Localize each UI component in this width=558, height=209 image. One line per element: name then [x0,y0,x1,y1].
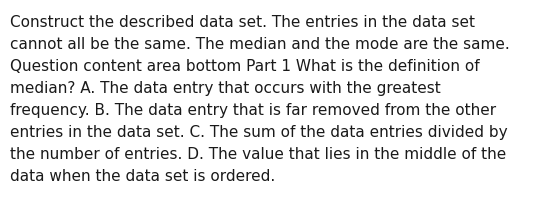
Text: frequency. B. The data entry that is far removed from the other: frequency. B. The data entry that is far… [10,103,496,118]
Text: the number of entries. D. The value that lies in the middle of the: the number of entries. D. The value that… [10,147,506,162]
Text: Construct the described data set. The entries in the data set: Construct the described data set. The en… [10,15,475,30]
Text: entries in the data set. C. The sum of the data entries divided by: entries in the data set. C. The sum of t… [10,125,508,140]
Text: Question content area bottom Part 1 What is the definition of: Question content area bottom Part 1 What… [10,59,480,74]
Text: data when the data set is ordered.: data when the data set is ordered. [10,169,275,184]
Text: cannot all be the same. The median and the mode are the same.: cannot all be the same. The median and t… [10,37,510,52]
Text: median? A. The data entry that occurs with the greatest: median? A. The data entry that occurs wi… [10,81,441,96]
